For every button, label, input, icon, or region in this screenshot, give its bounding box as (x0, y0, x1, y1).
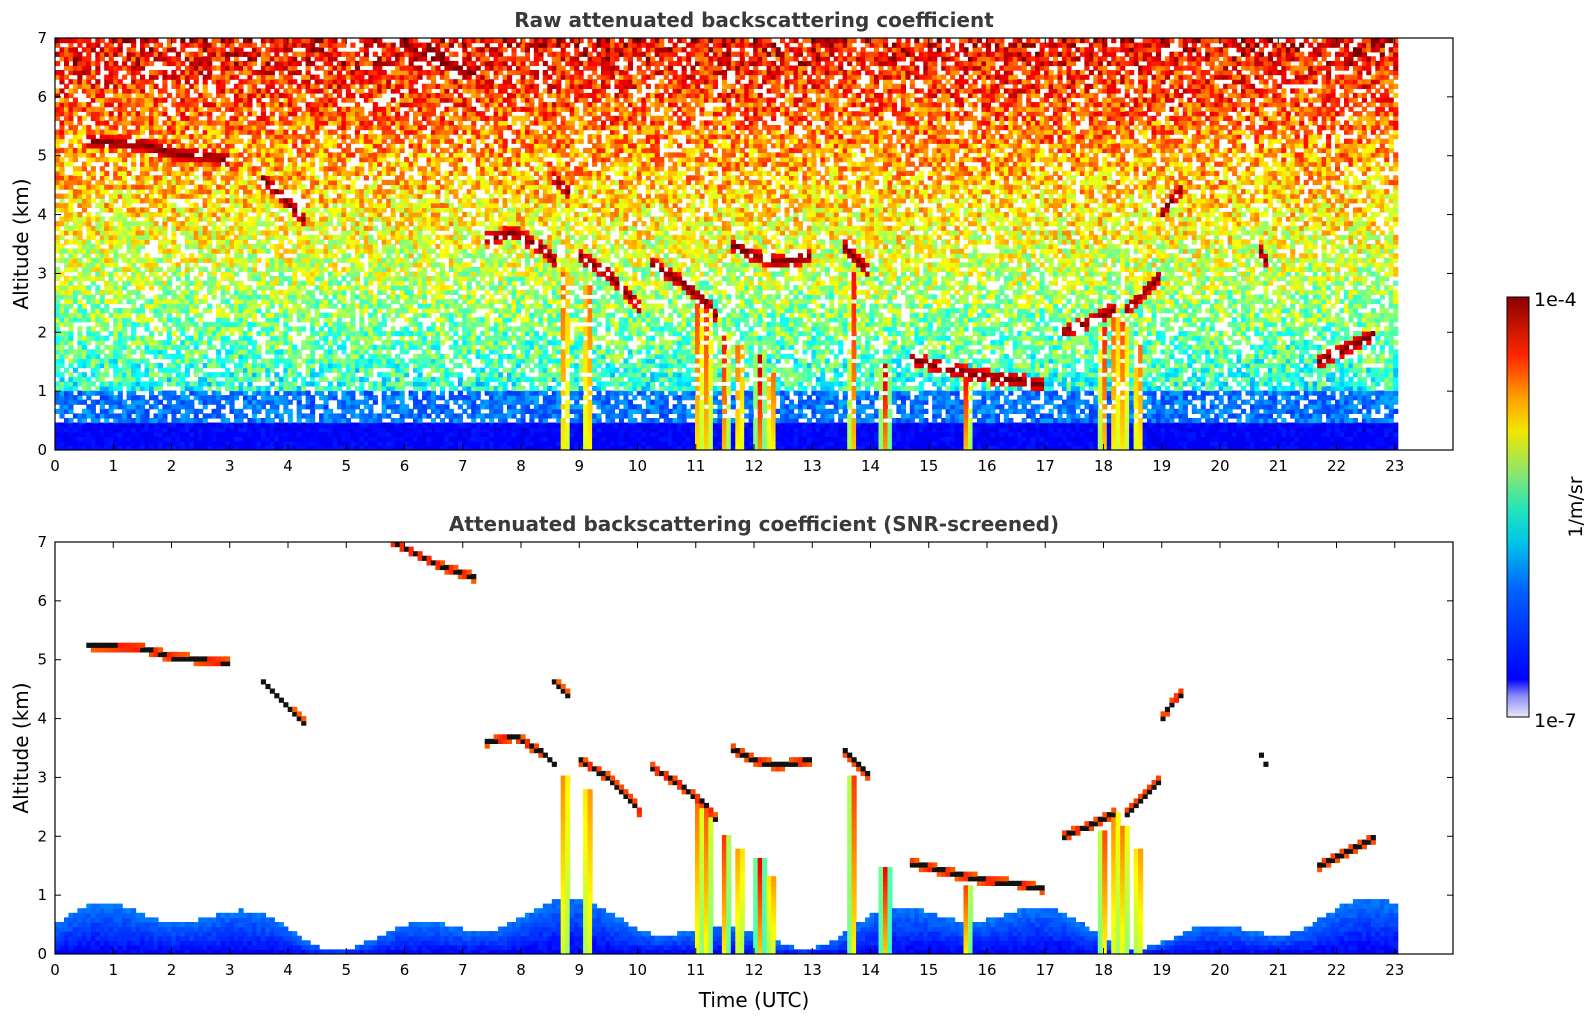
screened-x-tick-label: 12 (744, 961, 763, 979)
screened-x-tick-label: 10 (628, 961, 647, 979)
raw-x-tick-label: 9 (574, 457, 584, 475)
screened-heatmap (55, 542, 1399, 954)
raw-y-tick-label: 2 (37, 323, 47, 341)
screened-x-tick-label: 1 (108, 961, 118, 979)
screened-x-tick-label: 16 (977, 961, 996, 979)
screened-x-tick-label: 3 (225, 961, 235, 979)
raw-y-tick-label: 1 (37, 382, 47, 400)
raw-x-tick-label: 14 (861, 457, 880, 475)
screened-x-tick-label: 8 (516, 961, 526, 979)
screened-y-tick-label: 6 (37, 592, 47, 610)
raw-y-ticks: 0 1 2 3 4 5 6 7 (37, 29, 1453, 459)
raw-x-tick-label: 6 (400, 457, 410, 475)
raw-x-tick-label: 22 (1327, 457, 1346, 475)
raw-x-tick-label: 3 (225, 457, 235, 475)
colorbar-gradient (1506, 296, 1530, 718)
screened-y-tick-label: 0 (37, 945, 47, 963)
screened-x-tick-label: 6 (400, 961, 410, 979)
screened-x-tick-label: 23 (1385, 961, 1404, 979)
raw-x-tick-label: 1 (108, 457, 118, 475)
raw-x-tick-label: 21 (1269, 457, 1288, 475)
raw-x-tick-label: 5 (341, 457, 351, 475)
raw-x-tick-label: 23 (1385, 457, 1404, 475)
screened-backscatter-panel: Attenuated backscattering coefficient (S… (9, 512, 1454, 1012)
raw-x-tick-label: 17 (1036, 457, 1055, 475)
colorbar: 1e-4 1e-7 1/m/sr (1506, 289, 1587, 732)
screened-x-tick-label: 9 (574, 961, 584, 979)
screened-y-tick-label: 2 (37, 827, 47, 845)
raw-x-tick-label: 4 (283, 457, 293, 475)
screened-y-axis-label: Altitude (km) (9, 682, 33, 813)
raw-x-tick-label: 10 (628, 457, 647, 475)
screened-x-tick-label: 14 (861, 961, 880, 979)
screened-x-tick-label: 20 (1210, 961, 1229, 979)
screened-x-tick-label: 5 (341, 961, 351, 979)
raw-heatmap (55, 38, 1399, 450)
raw-x-tick-label: 8 (516, 457, 526, 475)
screened-heatmap-cells (55, 542, 1399, 954)
raw-x-tick-label: 15 (919, 457, 938, 475)
screened-y-tick-label: 3 (37, 768, 47, 786)
raw-x-ticks: 0 1 2 3 4 5 6 7 8 9 10 11 12 13 14 15 16 17 18 19 20 21 22 23 (50, 38, 1404, 475)
screened-y-tick-label: 5 (37, 651, 47, 669)
raw-y-tick-label: 0 (37, 441, 47, 459)
screened-x-tick-label: 0 (50, 961, 60, 979)
raw-y-tick-label: 7 (37, 29, 47, 47)
raw-x-tick-label: 16 (977, 457, 996, 475)
screened-y-ticks: 0 1 2 3 4 5 6 7 (37, 533, 1453, 963)
screened-x-tick-label: 4 (283, 961, 293, 979)
screened-x-tick-label: 11 (686, 961, 705, 979)
raw-x-tick-label: 2 (167, 457, 177, 475)
raw-y-tick-label: 5 (37, 147, 47, 165)
screened-y-tick-label: 1 (37, 886, 47, 904)
raw-backscatter-panel: Raw attenuated backscattering coefficien… (9, 8, 1454, 475)
raw-x-tick-label: 12 (744, 457, 763, 475)
raw-y-tick-label: 4 (37, 206, 47, 224)
screened-x-tick-label: 2 (167, 961, 177, 979)
raw-x-tick-label: 11 (686, 457, 705, 475)
screened-x-tick-label: 22 (1327, 961, 1346, 979)
colorbar-unit-label: 1/m/sr (1565, 476, 1587, 537)
raw-y-tick-label: 6 (37, 88, 47, 106)
screened-x-tick-label: 15 (919, 961, 938, 979)
raw-x-tick-label: 0 (50, 457, 60, 475)
screened-x-ticks: 0 1 2 3 4 5 6 7 8 9 10 11 12 13 14 15 16 17 18 19 20 21 22 23 (50, 542, 1404, 979)
x-axis-label: Time (UTC) (698, 988, 810, 1012)
screened-x-tick-label: 19 (1152, 961, 1171, 979)
raw-x-tick-label: 19 (1152, 457, 1171, 475)
screened-x-tick-label: 7 (458, 961, 468, 979)
screened-x-tick-label: 18 (1094, 961, 1113, 979)
screened-x-tick-label: 21 (1269, 961, 1288, 979)
colorbar-max-label: 1e-4 (1534, 289, 1577, 311)
screened-y-tick-label: 4 (37, 710, 47, 728)
screened-x-tick-label: 17 (1036, 961, 1055, 979)
raw-heatmap-cells (55, 38, 1399, 450)
raw-panel-title: Raw attenuated backscattering coefficien… (514, 8, 994, 32)
screened-x-tick-label: 13 (803, 961, 822, 979)
screened-y-tick-label: 7 (37, 533, 47, 551)
screened-panel-title: Attenuated backscattering coefficient (S… (449, 512, 1059, 536)
colorbar-min-label: 1e-7 (1534, 710, 1577, 732)
raw-x-tick-label: 13 (803, 457, 822, 475)
raw-x-tick-label: 18 (1094, 457, 1113, 475)
raw-x-tick-label: 20 (1210, 457, 1229, 475)
raw-y-axis-label: Altitude (km) (9, 178, 33, 309)
raw-y-tick-label: 3 (37, 264, 47, 282)
raw-x-tick-label: 7 (458, 457, 468, 475)
